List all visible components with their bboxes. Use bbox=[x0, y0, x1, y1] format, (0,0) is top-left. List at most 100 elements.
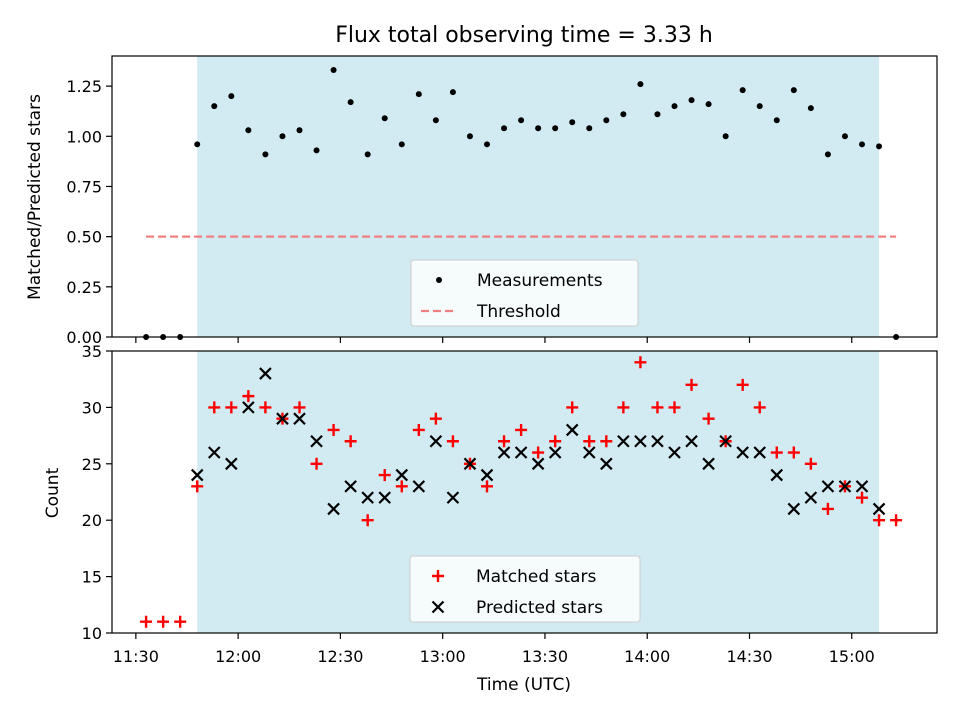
top-series-measurements-point bbox=[603, 117, 610, 124]
bottom-series-matched-stars-point bbox=[770, 446, 783, 459]
bottom-axes-frame bbox=[111, 350, 938, 634]
bottom-series-predicted-stars-point bbox=[719, 434, 732, 448]
bottom-series-predicted-stars-point bbox=[531, 457, 545, 471]
figure-title: Flux total observing time = 3.33 h bbox=[335, 23, 713, 48]
top-series-measurements-point bbox=[586, 125, 593, 132]
bottom-series-matched-stars-point bbox=[736, 378, 749, 391]
top-series-measurements-point bbox=[535, 125, 542, 132]
bottom-series-matched-stars-point bbox=[225, 401, 238, 414]
bottom-series-predicted-stars-point bbox=[378, 491, 392, 504]
top-legend-threshold-label: Threshold bbox=[476, 302, 561, 322]
bottom-series-predicted-stars-point bbox=[429, 434, 443, 448]
bottom-series-predicted-stars-point bbox=[821, 480, 835, 493]
bottom-xtick-label: 13:00 bbox=[420, 647, 466, 666]
bottom-series-predicted-stars-point bbox=[276, 412, 289, 425]
bottom-series-matched-stars-point bbox=[890, 514, 903, 527]
bottom-series-predicted-stars-point bbox=[787, 502, 801, 516]
bottom-series-predicted-stars-point bbox=[259, 367, 272, 380]
top-legend-measurements-swatch bbox=[436, 277, 442, 283]
bottom-series-matched-stars-point bbox=[208, 401, 221, 414]
bottom-series-matched-stars-point bbox=[293, 401, 306, 414]
bottom-ytick-label: 15 bbox=[82, 568, 102, 587]
bottom-series-predicted-stars-point bbox=[753, 446, 767, 459]
bottom-series-predicted-stars-point bbox=[565, 423, 579, 437]
top-series-measurements-point bbox=[569, 119, 576, 126]
top-series-measurements-point bbox=[449, 89, 456, 96]
bottom-series-matched-stars-point bbox=[532, 446, 545, 459]
bottom-series-matched-stars-point bbox=[429, 412, 442, 425]
top-series-measurements-point bbox=[484, 141, 490, 148]
top-ytick-label: 0.75 bbox=[66, 177, 102, 196]
bottom-series-matched-stars-point bbox=[481, 480, 493, 493]
top-series-measurements-point bbox=[688, 97, 695, 104]
bottom-series-predicted-stars-point bbox=[600, 457, 613, 471]
bottom-series-predicted-stars-point bbox=[207, 446, 221, 459]
bottom-ytick-label: 20 bbox=[82, 511, 102, 530]
bottom-xtick-label: 11:30 bbox=[113, 647, 159, 666]
bottom-legend-box bbox=[409, 555, 641, 623]
bottom-series-predicted-stars-point bbox=[634, 434, 647, 448]
bottom-series-matched-stars-point bbox=[856, 491, 868, 504]
bottom-legend-predicted-stars-swatch bbox=[431, 600, 445, 614]
bottom-series-matched-stars-point bbox=[498, 435, 511, 448]
bottom-series-matched-stars-point bbox=[174, 615, 187, 628]
top-series-measurements-point bbox=[756, 103, 763, 110]
bottom-ytick-label: 30 bbox=[82, 398, 102, 417]
bottom-series-matched-stars-point bbox=[566, 401, 579, 414]
top-series-measurements-point bbox=[739, 87, 746, 94]
top-series-measurements-point bbox=[671, 103, 678, 110]
x-axis-label: Time (UTC) bbox=[476, 675, 571, 695]
bottom-series-matched-stars-point bbox=[157, 615, 170, 628]
bottom-series-predicted-stars-point bbox=[344, 480, 357, 493]
bottom-series-matched-stars-point bbox=[412, 423, 425, 436]
top-series-measurements-point bbox=[466, 133, 473, 140]
bottom-series-predicted-stars-point bbox=[838, 480, 852, 493]
bottom-series-matched-stars-point bbox=[668, 401, 681, 414]
top-ytick-label: 0.00 bbox=[66, 328, 102, 347]
bottom-series-matched-stars-point bbox=[395, 480, 408, 493]
top-series-measurements-point bbox=[228, 93, 235, 100]
bottom-series-predicted-stars-point bbox=[736, 446, 749, 459]
bottom-series-predicted-stars-point bbox=[685, 434, 698, 448]
bottom-xtick-label: 13:30 bbox=[522, 647, 568, 666]
bottom-series-matched-stars-point bbox=[685, 378, 698, 391]
bottom-series-predicted-stars-point bbox=[361, 491, 374, 504]
bottom-series-matched-stars-point bbox=[259, 401, 272, 414]
top-series-measurements-point bbox=[654, 111, 661, 118]
top-ytick-label: 1.25 bbox=[66, 77, 102, 96]
bottom-series-matched-stars-point bbox=[515, 423, 528, 436]
bottom-series-matched-stars-point bbox=[378, 469, 391, 482]
bottom-series-matched-stars-point bbox=[600, 435, 613, 448]
bottom-series-matched-stars-point bbox=[327, 423, 340, 436]
top-series-measurements-point bbox=[552, 125, 559, 132]
top-series-measurements-point bbox=[211, 103, 218, 110]
bottom-series-predicted-stars-point bbox=[225, 457, 238, 471]
bottom-series-matched-stars-point bbox=[873, 514, 886, 527]
bottom-series-predicted-stars-point bbox=[480, 468, 494, 482]
top-ytick-label: 1.00 bbox=[66, 127, 102, 146]
bottom-series-predicted-stars-point bbox=[582, 446, 596, 459]
bottom-series-matched-stars-point bbox=[361, 514, 374, 527]
bottom-panel: 10 15 20 25 30 35 11:30 12:00 12:30 13:00 13:30 14:… bbox=[82, 342, 938, 666]
bottom-legend-matched-stars-swatch bbox=[432, 570, 444, 582]
bottom-xtick-label: 14:00 bbox=[624, 647, 670, 666]
top-series-measurements-point bbox=[501, 125, 508, 132]
bottom-series-matched-stars-point bbox=[634, 356, 647, 369]
top-series-measurements-point bbox=[637, 81, 644, 88]
bottom-series-matched-stars-point bbox=[787, 446, 800, 459]
top-series-measurements-point bbox=[432, 117, 439, 124]
top-legend-box bbox=[410, 259, 639, 327]
top-series-measurements-point bbox=[381, 115, 388, 122]
top-series-measurements-point bbox=[722, 133, 729, 140]
bottom-series-matched-stars-point bbox=[344, 435, 357, 448]
bottom-series-matched-stars-point bbox=[804, 457, 817, 470]
bottom-series-predicted-stars-point bbox=[804, 491, 818, 504]
bottom-series-predicted-stars-point bbox=[668, 446, 681, 459]
bottom-series-predicted-stars-point bbox=[702, 457, 715, 471]
top-series-measurements-point bbox=[876, 143, 883, 150]
top-series-measurements-point bbox=[347, 99, 354, 106]
bottom-series-matched-stars-point bbox=[242, 390, 255, 403]
bottom-series-matched-stars-point bbox=[446, 435, 459, 448]
bottom-series-predicted-stars-point bbox=[872, 502, 886, 516]
